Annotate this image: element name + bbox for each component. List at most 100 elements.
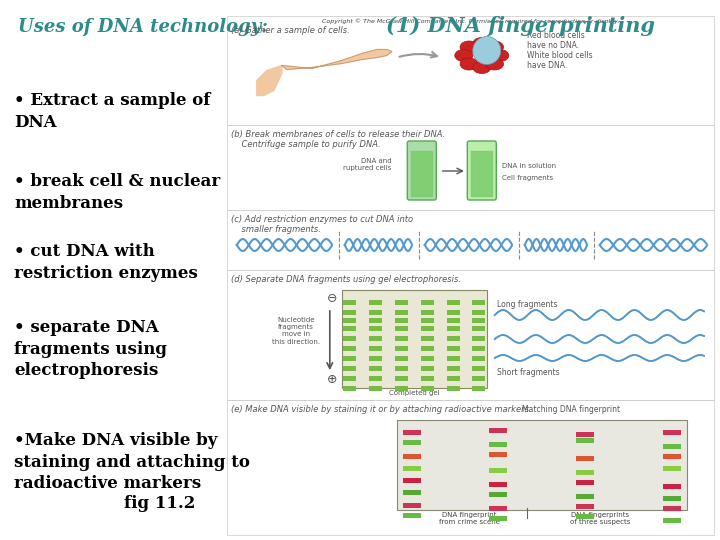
Bar xyxy=(490,505,508,510)
Text: DNA fingerprints
of three suspects: DNA fingerprints of three suspects xyxy=(570,512,630,525)
Bar xyxy=(227,270,714,400)
Bar xyxy=(343,335,356,341)
Bar xyxy=(472,318,485,322)
Bar xyxy=(472,335,485,341)
Ellipse shape xyxy=(485,58,503,70)
Bar xyxy=(472,386,485,390)
Bar xyxy=(472,355,485,361)
Bar xyxy=(576,456,594,461)
Bar xyxy=(420,375,433,381)
Polygon shape xyxy=(257,65,282,96)
Bar xyxy=(490,516,508,521)
Text: (b) Break membranes of cells to release their DNA.
    Centrifuge sample to puri: (b) Break membranes of cells to release … xyxy=(231,130,445,150)
Bar xyxy=(227,16,714,125)
Bar xyxy=(342,290,487,388)
Bar xyxy=(472,366,485,370)
Text: Completed gel: Completed gel xyxy=(389,390,440,396)
Bar xyxy=(395,346,408,350)
Bar xyxy=(369,346,382,350)
Bar xyxy=(369,366,382,370)
Text: DNA in solution: DNA in solution xyxy=(502,163,556,169)
Bar xyxy=(369,318,382,322)
Ellipse shape xyxy=(485,41,503,53)
Bar xyxy=(402,429,420,435)
Bar xyxy=(576,494,594,498)
Bar xyxy=(369,326,382,330)
Bar xyxy=(663,496,681,501)
Bar xyxy=(446,346,459,350)
Text: • Extract a sample of
DNA: • Extract a sample of DNA xyxy=(14,92,210,131)
Bar xyxy=(446,355,459,361)
Bar xyxy=(663,443,681,449)
Bar xyxy=(395,318,408,322)
Bar xyxy=(576,480,594,484)
Ellipse shape xyxy=(455,50,473,62)
Bar xyxy=(420,366,433,370)
Bar xyxy=(420,386,433,390)
Bar xyxy=(490,428,508,433)
Text: Short fragments: Short fragments xyxy=(497,368,559,377)
Bar xyxy=(343,326,356,330)
Bar xyxy=(369,355,382,361)
Polygon shape xyxy=(282,50,392,70)
Bar xyxy=(446,335,459,341)
Text: ⊕: ⊕ xyxy=(327,373,337,386)
Bar xyxy=(397,420,687,510)
Bar xyxy=(402,454,420,458)
Bar xyxy=(490,451,508,456)
Bar xyxy=(663,465,681,470)
Text: DNA fingerprint
from crime scene: DNA fingerprint from crime scene xyxy=(438,512,500,525)
FancyBboxPatch shape xyxy=(408,141,436,200)
Bar xyxy=(576,437,594,442)
Bar xyxy=(395,386,408,390)
Bar xyxy=(420,335,433,341)
Bar xyxy=(343,355,356,361)
Ellipse shape xyxy=(473,37,491,50)
Bar xyxy=(472,346,485,350)
Bar xyxy=(395,300,408,305)
Text: (1) DNA fingerprinting: (1) DNA fingerprinting xyxy=(386,16,655,36)
Text: Long fragments: Long fragments xyxy=(497,300,557,309)
Bar xyxy=(663,505,681,510)
Bar xyxy=(395,366,408,370)
Bar xyxy=(369,375,382,381)
Bar xyxy=(402,440,420,444)
Text: Uses of DNA technology:: Uses of DNA technology: xyxy=(18,18,268,36)
Bar xyxy=(663,517,681,523)
Text: • separate DNA
fragments using
electrophoresis: • separate DNA fragments using electroph… xyxy=(14,319,167,379)
Bar xyxy=(420,300,433,305)
Bar xyxy=(369,309,382,314)
Text: White blood cells
have DNA.: White blood cells have DNA. xyxy=(527,51,593,70)
Bar xyxy=(402,465,420,470)
Bar xyxy=(663,429,681,435)
Text: ⊖: ⊖ xyxy=(327,292,337,305)
Text: • break cell & nuclear
membranes: • break cell & nuclear membranes xyxy=(14,173,220,212)
Bar xyxy=(227,210,714,270)
Bar xyxy=(576,514,594,518)
Bar xyxy=(395,326,408,330)
Bar xyxy=(663,483,681,489)
Bar xyxy=(472,309,485,314)
Bar xyxy=(576,431,594,436)
Bar xyxy=(369,386,382,390)
Bar xyxy=(420,346,433,350)
Bar xyxy=(402,512,420,517)
Bar xyxy=(490,482,508,487)
Bar xyxy=(490,468,508,472)
Ellipse shape xyxy=(460,58,478,70)
Text: Nucleotide
fragments
move in
this direction.: Nucleotide fragments move in this direct… xyxy=(271,318,320,345)
Bar xyxy=(343,300,356,305)
Bar xyxy=(420,355,433,361)
Ellipse shape xyxy=(491,50,509,62)
Bar xyxy=(446,386,459,390)
Bar xyxy=(343,346,356,350)
Text: Copyright © The McGraw-Hill Companies, Inc. Permission required for reproduction: Copyright © The McGraw-Hill Companies, I… xyxy=(322,18,619,24)
Bar xyxy=(227,125,714,210)
Bar xyxy=(420,309,433,314)
Text: (d) Separate DNA fragments using gel electrophoresis.: (d) Separate DNA fragments using gel ele… xyxy=(231,275,461,284)
Text: fig 11.2: fig 11.2 xyxy=(125,495,196,512)
Ellipse shape xyxy=(460,41,478,53)
Bar xyxy=(446,375,459,381)
Bar xyxy=(490,491,508,496)
Text: (e) Make DNA visible by staining it or by attaching radioactive markers.: (e) Make DNA visible by staining it or b… xyxy=(231,405,531,414)
